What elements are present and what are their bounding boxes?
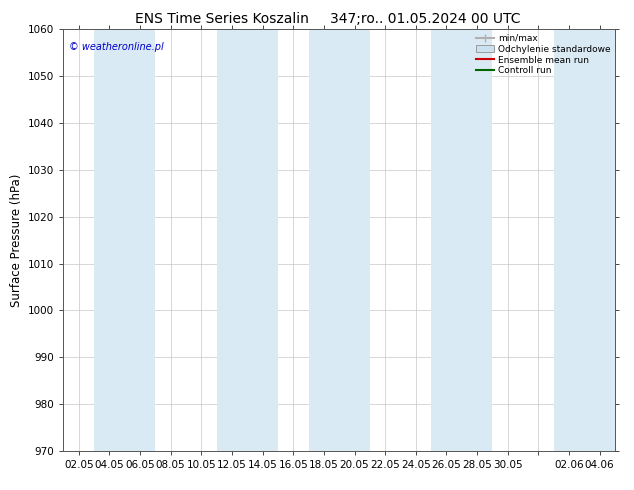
Bar [553, 29, 615, 451]
Text: 347;ro.. 01.05.2024 00 UTC: 347;ro.. 01.05.2024 00 UTC [330, 12, 520, 26]
Text: © weatheronline.pl: © weatheronline.pl [69, 42, 164, 52]
Bar [94, 29, 155, 451]
Bar [309, 29, 370, 451]
Y-axis label: Surface Pressure (hPa): Surface Pressure (hPa) [10, 173, 23, 307]
Text: ENS Time Series Koszalin: ENS Time Series Koszalin [135, 12, 309, 26]
Legend: min/max, Odchylenie standardowe, Ensemble mean run, Controll run: min/max, Odchylenie standardowe, Ensembl… [474, 32, 612, 77]
Bar [431, 29, 493, 451]
Bar [217, 29, 278, 451]
